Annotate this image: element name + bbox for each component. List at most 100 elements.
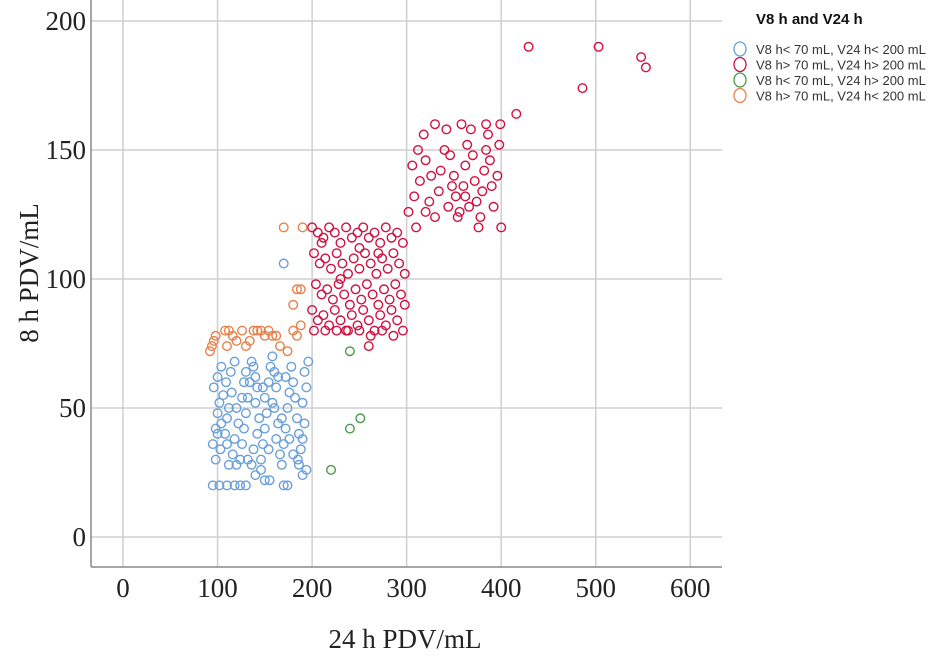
data-point [344, 423, 355, 434]
data-point [299, 418, 310, 429]
data-point [352, 320, 363, 331]
data-point [221, 341, 232, 352]
x-tick-labels: 0 100 200 300 400 500 600 [116, 573, 710, 603]
data-point [288, 449, 299, 460]
y-axis-title: 8 h PDV/mL [14, 203, 44, 343]
data-point [344, 346, 355, 357]
data-point [433, 186, 444, 197]
data-point [337, 258, 348, 269]
data-point [418, 129, 429, 140]
data-point [214, 480, 225, 491]
data-point [276, 459, 287, 470]
x-tick-label: 600 [670, 573, 711, 603]
x-tick-label: 0 [116, 573, 130, 603]
data-point [331, 325, 342, 336]
data-point [257, 382, 268, 393]
data-point [220, 428, 231, 439]
x-tick-label: 400 [481, 573, 522, 603]
data-point [282, 480, 293, 491]
data-point [226, 387, 237, 398]
data-point [295, 320, 306, 331]
y-tick-label: 150 [46, 135, 87, 165]
x-tick-label: 100 [197, 573, 238, 603]
data-point [365, 258, 376, 269]
legend-title: V8 h and V24 h [756, 11, 863, 28]
data-point [386, 232, 397, 243]
data-point [242, 392, 253, 403]
data-point [396, 289, 407, 300]
data-point [346, 310, 357, 321]
data-point [390, 279, 401, 290]
data-point [354, 263, 365, 274]
data-point [299, 366, 310, 377]
x-axis-title: 24 h PDV/mL [328, 624, 481, 654]
data-point [452, 212, 463, 223]
data-point [460, 160, 471, 171]
data-point [409, 191, 420, 202]
data-point [445, 150, 456, 161]
data-point [229, 480, 240, 491]
data-point [373, 248, 384, 259]
data-point [240, 408, 251, 419]
data-point [286, 361, 297, 372]
data-point [218, 390, 229, 401]
data-point [479, 165, 490, 176]
data-point [318, 232, 329, 243]
data-point [343, 325, 354, 336]
data-point [307, 222, 318, 233]
data-points [204, 41, 651, 491]
data-point [292, 330, 303, 341]
data-point [276, 413, 287, 424]
data-point [397, 237, 408, 248]
legend-marker [733, 87, 747, 104]
legend-marker [733, 56, 747, 73]
data-point [223, 403, 234, 414]
data-point [380, 222, 391, 233]
data-point [355, 413, 366, 424]
data-point [467, 150, 478, 161]
data-point [316, 289, 327, 300]
data-point [375, 310, 386, 321]
data-point [358, 305, 369, 316]
data-point [324, 222, 335, 233]
data-point [259, 423, 270, 434]
data-point [414, 175, 425, 186]
data-point [399, 299, 410, 310]
data-point [369, 227, 380, 238]
data-point [523, 41, 534, 52]
data-point [212, 408, 223, 419]
data-point [320, 325, 331, 336]
data-point [237, 325, 248, 336]
data-point [392, 315, 403, 326]
data-point [297, 434, 308, 445]
data-point [303, 356, 314, 367]
data-point [252, 428, 263, 439]
data-point [640, 62, 651, 73]
data-point [215, 444, 226, 455]
data-point [246, 356, 257, 367]
data-point [278, 222, 289, 233]
data-point [275, 449, 286, 460]
data-point [495, 119, 506, 130]
data-point [242, 454, 253, 465]
data-point [333, 279, 344, 290]
data-point [256, 454, 267, 465]
data-point [280, 372, 291, 383]
data-point [447, 181, 458, 192]
data-point [363, 315, 374, 326]
y-tick-label: 100 [46, 264, 87, 294]
data-point [259, 475, 270, 486]
data-point [307, 305, 318, 316]
data-point [481, 119, 492, 130]
data-point [484, 155, 495, 166]
data-point [373, 299, 384, 310]
data-point [250, 470, 261, 481]
data-point [252, 382, 263, 393]
data-point [475, 212, 486, 223]
data-point [335, 274, 346, 285]
y-tick-labels: 0 50 100 150 200 [46, 6, 87, 552]
series-1 [307, 41, 651, 352]
data-point [331, 248, 342, 259]
data-point [238, 377, 249, 388]
